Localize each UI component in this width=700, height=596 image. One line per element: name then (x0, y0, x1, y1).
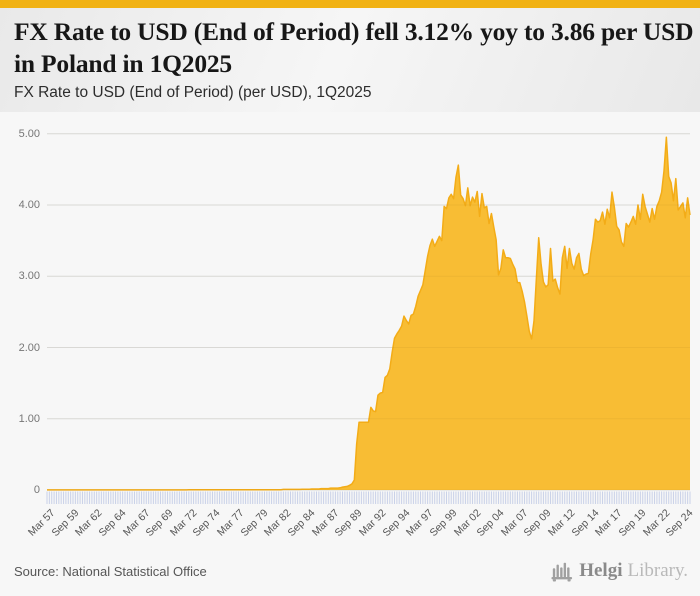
y-axis-tick-label: 5.00 (18, 127, 40, 140)
area-series-line (47, 136, 691, 491)
footer: Source: National Statistical Office Helg… (0, 556, 700, 586)
y-axis-tick-label: 4.00 (18, 199, 40, 211)
brand-name-light: Library. (627, 560, 689, 581)
y-axis-tick-label: 3.00 (18, 270, 40, 283)
helgi-logo-icon (551, 562, 573, 582)
y-axis-tick-label: 1.00 (18, 412, 40, 425)
chart-subtitle: FX Rate to USD (End of Period) (per USD)… (14, 84, 372, 101)
page-title: FX Rate to USD (End of Period) fell 3.12… (14, 17, 694, 78)
y-axis-tick-label: 0 (33, 484, 40, 496)
header: FX Rate to USD (End of Period) fell 3.12… (0, 8, 700, 112)
fx-rate-area-chart: 0 1.00 2.00 3.00 4.00 5.00 Mar 57 Sep 59 Mar 62 S… (0, 110, 700, 556)
area-plot (46, 133, 691, 504)
brand-name-bold: Helgi (579, 560, 623, 581)
y-axis-tick-label: 2.00 (18, 341, 40, 354)
brand-top-bar (0, 0, 700, 8)
area-series-fill (47, 137, 690, 490)
source-note: Source: National Statistical Office (14, 563, 207, 579)
helgi-library-logo[interactable]: Helgi Library. (550, 560, 688, 582)
